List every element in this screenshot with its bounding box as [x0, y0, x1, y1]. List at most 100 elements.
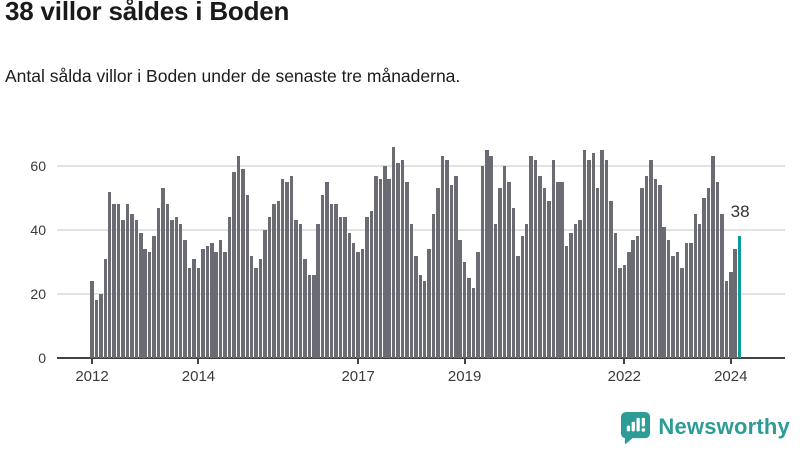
bar	[529, 156, 533, 358]
bar	[329, 204, 334, 358]
bar	[715, 182, 720, 358]
bar	[582, 150, 587, 358]
bar	[196, 268, 201, 358]
bar	[223, 252, 227, 358]
x-tick-label: 2019	[447, 368, 482, 385]
bar	[298, 224, 303, 358]
bar	[458, 240, 462, 358]
bar	[334, 204, 338, 358]
x-tick-label: 2022	[607, 368, 641, 385]
bar	[374, 176, 378, 358]
bar	[147, 252, 152, 358]
gridline	[57, 229, 785, 231]
bar	[356, 252, 360, 358]
bar	[232, 172, 236, 358]
bar	[387, 179, 391, 358]
bar	[724, 281, 729, 358]
bar	[267, 217, 272, 358]
bar	[467, 278, 471, 358]
x-tick	[463, 358, 466, 364]
bar	[480, 166, 485, 358]
bar	[609, 201, 613, 358]
bar	[99, 294, 103, 358]
bar	[729, 272, 733, 358]
bar	[445, 160, 449, 358]
bar	[680, 268, 684, 358]
bar	[595, 188, 600, 358]
bar	[697, 224, 702, 358]
bar	[103, 259, 108, 358]
bar	[276, 201, 281, 358]
bar	[165, 204, 170, 358]
bar	[533, 160, 538, 358]
bar	[591, 153, 596, 358]
bar	[312, 275, 316, 358]
bar	[587, 160, 591, 358]
bar	[280, 179, 285, 358]
bar	[156, 208, 161, 358]
x-axis-line	[57, 357, 785, 359]
bar	[205, 246, 210, 358]
brand-footer: Newsworthy	[620, 410, 790, 444]
newsworthy-logo-icon	[620, 411, 651, 444]
bar	[440, 156, 445, 358]
bar	[214, 252, 218, 358]
bar	[121, 220, 125, 358]
bar	[400, 160, 405, 358]
bar	[524, 224, 529, 358]
bar	[245, 195, 249, 358]
y-tick-label: 0	[38, 350, 46, 366]
bar	[644, 176, 649, 358]
bar	[183, 240, 187, 358]
bar	[192, 259, 196, 358]
bar	[560, 182, 564, 358]
bar	[604, 160, 609, 358]
bar	[263, 230, 267, 358]
bar	[289, 176, 294, 358]
bar	[520, 236, 525, 358]
bar	[431, 214, 436, 358]
bar	[210, 243, 214, 358]
y-tick-label: 60	[30, 158, 46, 174]
bar	[201, 249, 205, 358]
bar	[285, 182, 289, 358]
bar	[706, 188, 711, 358]
bar	[414, 256, 418, 358]
bar	[684, 243, 689, 358]
bar	[422, 281, 427, 358]
bar	[569, 233, 573, 358]
bar	[564, 246, 569, 358]
bar	[711, 156, 715, 358]
chart-subtitle: Antal sålda villor i Boden under de sena…	[5, 66, 461, 86]
bar	[347, 233, 352, 358]
bar	[653, 179, 658, 358]
bar	[578, 220, 582, 358]
bar	[476, 252, 480, 358]
y-tick-label: 20	[30, 286, 46, 302]
bar	[294, 220, 298, 358]
bar	[556, 182, 560, 358]
bar	[720, 214, 724, 358]
x-tick	[91, 358, 93, 364]
bar	[547, 201, 551, 358]
x-tick	[623, 358, 626, 364]
bar	[493, 224, 498, 358]
bar	[671, 256, 675, 358]
bar	[139, 233, 143, 358]
bar	[418, 275, 422, 358]
bar	[143, 249, 147, 358]
bar	[702, 198, 706, 358]
bar	[125, 204, 130, 358]
bar	[170, 220, 174, 358]
last-value-label: 38	[730, 202, 750, 221]
bar	[227, 217, 232, 358]
x-tick	[197, 358, 200, 364]
bar	[693, 214, 698, 358]
bar	[631, 240, 635, 358]
y-tick-label: 40	[30, 222, 46, 238]
bar	[396, 163, 400, 358]
bar	[249, 256, 254, 358]
bar	[454, 176, 458, 358]
gridline	[57, 165, 785, 167]
